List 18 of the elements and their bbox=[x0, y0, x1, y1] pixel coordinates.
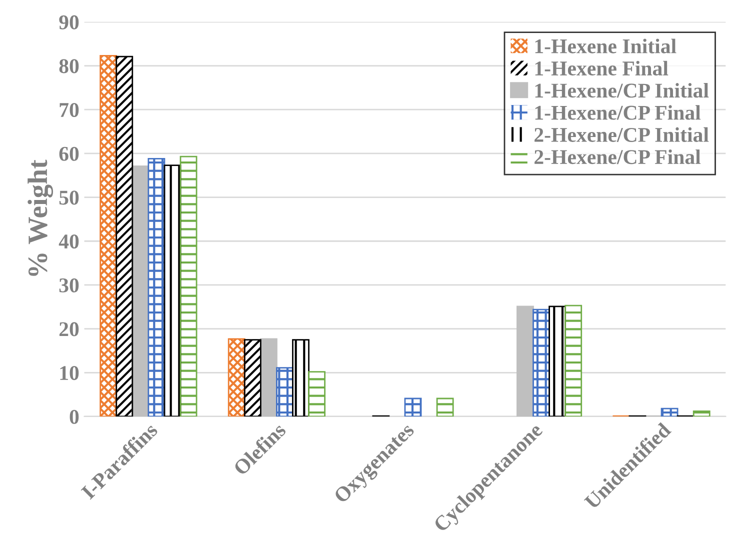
y-tick-label: 0 bbox=[70, 410, 79, 424]
y-tick-label: 10 bbox=[60, 366, 79, 380]
y-tick-label: 90 bbox=[59, 15, 79, 30]
legend-label: 1-Hexene/CP Final bbox=[535, 105, 701, 120]
y-tick-label: 40 bbox=[58, 234, 79, 249]
legend-label: 1-Hexene Initial bbox=[535, 38, 676, 54]
y-tick-label: 20 bbox=[59, 322, 79, 336]
y-tick-label: 30 bbox=[59, 278, 79, 292]
y-tick-label: 80 bbox=[59, 59, 79, 74]
legend-label: 1-Hexene/CP Initial bbox=[535, 83, 709, 98]
legend-label: 1-Hexene Final bbox=[535, 60, 668, 76]
y-tick-label: 60 bbox=[59, 146, 79, 161]
legend-label: 2-Hexene/CP Final bbox=[534, 149, 701, 164]
y-tick-label: 70 bbox=[60, 102, 79, 118]
y-tick-label: 50 bbox=[59, 190, 79, 205]
bar bbox=[516, 306, 534, 416]
legend-label: 2-Hexene/CP Initial bbox=[534, 127, 709, 142]
y-axis-title: % Weight bbox=[28, 160, 54, 276]
